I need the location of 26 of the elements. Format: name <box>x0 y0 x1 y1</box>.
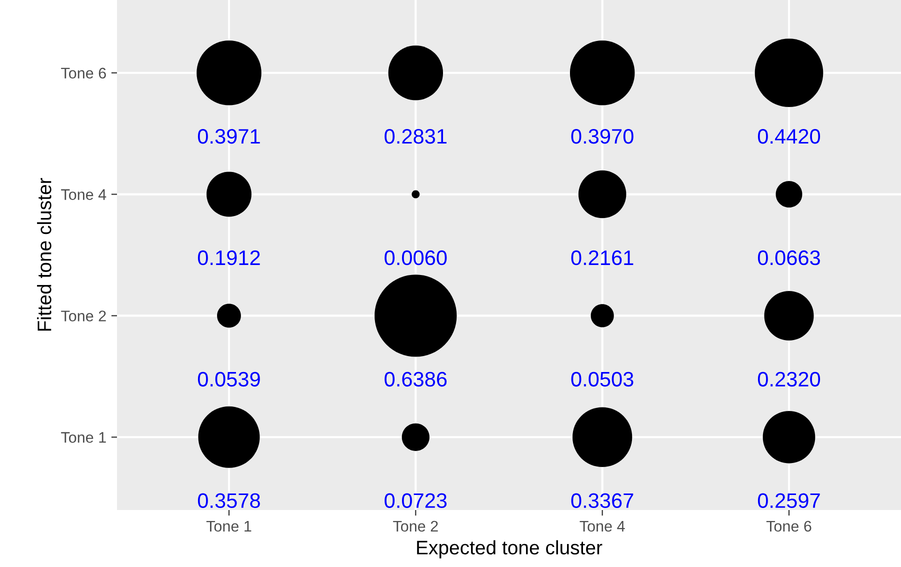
data-label: 0.2597 <box>758 493 820 508</box>
y-tick-label: Tone 4 <box>61 189 106 200</box>
data-label: 0.0723 <box>384 493 447 508</box>
data-label: 0.3970 <box>571 128 634 144</box>
y-tick-label: Tone 2 <box>61 310 106 322</box>
data-label: 0.1912 <box>198 250 260 266</box>
y-tick-label: Tone 1 <box>61 432 106 443</box>
data-label: 0.3367 <box>571 493 634 508</box>
x-axis-title: Expected tone cluster <box>417 540 602 558</box>
x-tick-label: Tone 2 <box>393 520 438 532</box>
x-tick-label: Tone 4 <box>580 520 625 532</box>
data-label: 0.0539 <box>198 372 260 387</box>
y-tick-label: Tone 6 <box>61 68 106 79</box>
data-label: 0.6386 <box>384 372 447 387</box>
data-label: 0.2831 <box>384 128 447 144</box>
data-label: 0.0503 <box>571 372 634 387</box>
data-label: 0.0663 <box>758 250 820 266</box>
x-tick-label: Tone 6 <box>766 520 812 532</box>
data-label: 0.3971 <box>198 128 260 144</box>
data-label: 0.0060 <box>384 250 447 266</box>
y-axis-title: Fitted tone cluster <box>37 178 52 331</box>
data-label: 0.2320 <box>758 372 820 387</box>
data-label: 0.3578 <box>198 493 260 508</box>
data-label: 0.2161 <box>571 250 634 266</box>
data-label: 0.4420 <box>758 128 820 144</box>
x-tick-label: Tone 1 <box>206 520 252 532</box>
